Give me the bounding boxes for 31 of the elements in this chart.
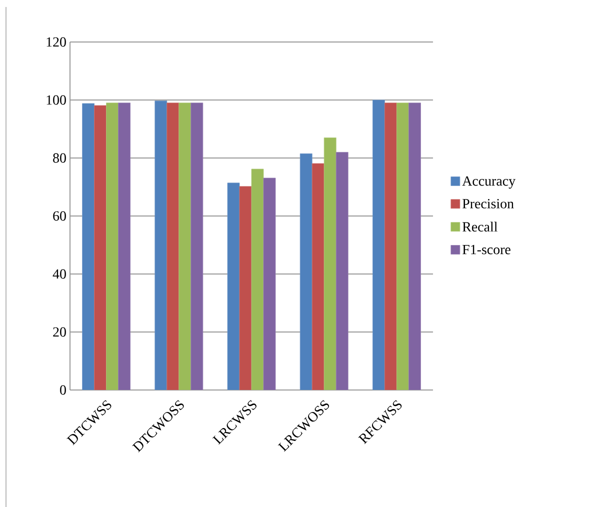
bar [384,102,397,390]
bar [94,105,107,390]
bar [178,102,192,390]
y-tick-label: 120 [46,37,66,47]
y-tick-label: 20 [53,327,66,337]
bar [251,168,264,390]
y-tick-label: 60 [53,211,66,221]
legend-label: F1-score [462,244,510,254]
bar [82,103,95,390]
bar [166,102,180,390]
y-tick-label: 0 [60,385,66,395]
legend-label: Accuracy [462,176,516,188]
bar [190,102,204,390]
legend-label: Recall [462,222,498,232]
bar [106,102,119,390]
bar [372,100,385,390]
bar [324,137,336,390]
bar [312,163,324,390]
bar [408,102,421,390]
y-tick-label: 40 [52,269,66,279]
bar [118,102,131,390]
bar [239,186,252,390]
y-tick-label: 80 [53,153,66,163]
bar [336,152,348,390]
bar [263,178,276,390]
bar [227,182,240,390]
legend-label: Precision [462,198,514,208]
bar [154,100,168,390]
y-tick-label: 100 [46,95,66,105]
bar [396,102,409,390]
bar [300,153,312,390]
